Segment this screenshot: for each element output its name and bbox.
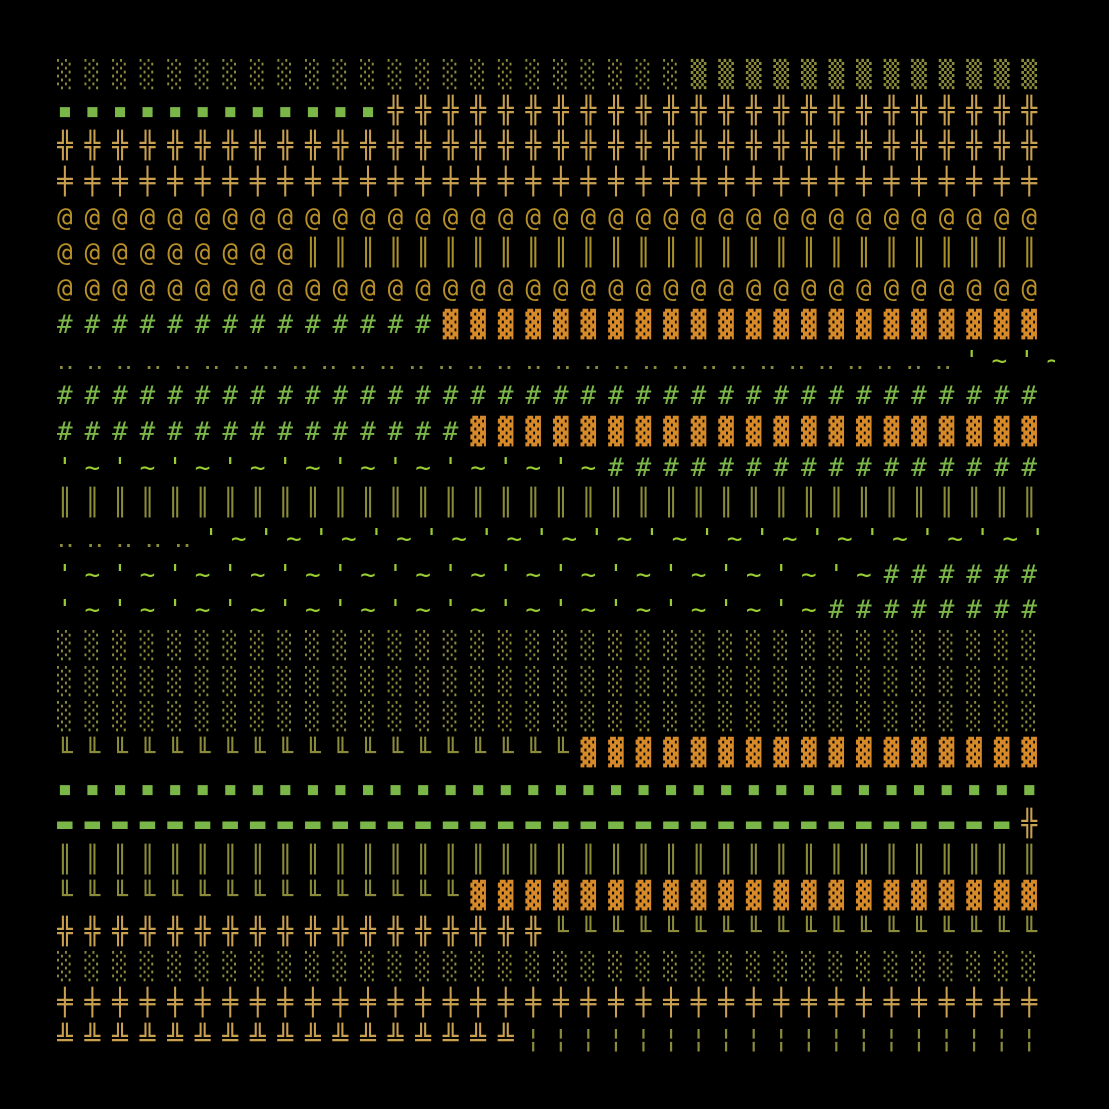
glyph-run: ▬▬▬▬▬▬▬▬▬▬▬▬▬▬▬▬▬▬▬▬▬▬▬▬▬▬▬▬▬▬▬▬▬▬▬: [57, 809, 1022, 840]
glyph-run: ║║║║║║║║║║║║║║║║║║║║║║║║║║║║║║║║║║║║: [57, 488, 1049, 519]
glyph-run: ‥‥‥‥‥: [57, 523, 204, 554]
glyph-row: ‥‥‥‥‥'~'~'~'~'~'~'~'~'~'~'~'~'~'~'~': [57, 522, 1055, 558]
glyph-row: '~'~'~'~'~'~'~'~'~'~'~'~'~'~'~######: [57, 558, 1055, 594]
glyph-run: ╩╩╩╩╩╩╩╩╩╩╩╩╩╩╩╩╩: [57, 1023, 526, 1054]
glyph-row: ▬▬▬▬▬▬▬▬▬▬▬▬▬▬▬▬▬▬▬▬▬▬▬▬▬▬▬▬▬▬▬▬▬▬▬╬: [57, 807, 1055, 843]
glyph-run: ╪╪╪╪╪╪╪╪╪╪╪╪╪╪╪╪╪╪╪╪╪╪╪╪╪╪╪╪╪╪╪╪╪╪╪╪: [57, 167, 1049, 198]
glyph-row: ╩╩╩╩╩╩╩╩╩╩╩╩╩╩╩╩╩¦¦¦¦¦¦¦¦¦¦¦¦¦¦¦¦¦¦¦: [57, 1022, 1055, 1058]
glyph-run: ░░░░░░░░░░░░░░░░░░░░░░░░░░░░░░░░░░░░: [57, 631, 1049, 661]
glyph-run: ‥‥‥‥‥‥‥‥‥‥‥‥‥‥‥‥‥‥‥‥‥‥‥‥‥‥‥‥‥‥‥: [57, 345, 964, 376]
glyph-row: ▪▪▪▪▪▪▪▪▪▪▪▪╬╬╬╬╬╬╬╬╬╬╬╬╬╬╬╬╬╬╬╬╬╬╬╬: [57, 94, 1055, 130]
glyph-run: ##############: [57, 309, 443, 340]
glyph-run: ######: [883, 559, 1049, 590]
glyph-run: ▒▒▒▒▒▒▒▒▒▒▒▒▒: [690, 60, 1049, 90]
glyph-row: '~'~'~'~'~'~'~'~'~'~'~'~'~'~########: [57, 593, 1055, 629]
glyph-run: ▓▓▓▓▓▓▓▓▓▓▓▓▓▓▓▓▓▓▓▓▓▓: [442, 309, 1049, 340]
glyph-row: ╬╬╬╬╬╬╬╬╬╬╬╬╬╬╬╬╬╬╬╬╬╬╬╬╬╬╬╬╬╬╬╬╬╬╬╬: [57, 129, 1055, 165]
glyph-run: ╪╪╪╪╪╪╪╪╪╪╪╪╪╪╪╪╪╪╪╪╪╪╪╪╪╪╪╪╪╪╪╪╪╪╪╪: [57, 987, 1049, 1018]
glyph-run: ╙╙╙╙╙╙╙╙╙╙╙╙╙╙╙: [57, 880, 471, 911]
glyph-run: '~'~'~'~'~'~'~'~'~'~: [57, 452, 609, 483]
glyph-row: ║║║║║║║║║║║║║║║║║║║║║║║║║║║║║║║║║║║║: [57, 843, 1055, 879]
glyph-run: '~'~'~'~'~'~'~'~'~'~'~'~'~'~'~': [203, 523, 1055, 554]
glyph-run: ╬╬╬╬╬╬╬╬╬╬╬╬╬╬╬╬╬╬: [57, 916, 553, 947]
glyph-row: ###############▓▓▓▓▓▓▓▓▓▓▓▓▓▓▓▓▓▓▓▓▓: [57, 415, 1055, 451]
glyph-run: ╬╬╬╬╬╬╬╬╬╬╬╬╬╬╬╬╬╬╬╬╬╬╬╬: [387, 95, 1049, 126]
glyph-row: ░░░░░░░░░░░░░░░░░░░░░░░░░░░░░░░░░░░░: [57, 700, 1055, 736]
glyph-run: ░░░░░░░░░░░░░░░░░░░░░░░░░░░░░░░░░░░░: [57, 702, 1049, 733]
glyph-run: @@@@@@@@@@@@@@@@@@@@@@@@@@@@@@@@@@@@: [57, 274, 1049, 305]
glyph-row: '~'~'~'~'~'~'~'~'~'~################: [57, 451, 1055, 487]
glyph-run: ░░░░░░░░░░░░░░░░░░░░░░░: [57, 60, 691, 90]
glyph-row: ╬╬╬╬╬╬╬╬╬╬╬╬╬╬╬╬╬╬╙╙╙╙╙╙╙╙╙╙╙╙╙╙╙╙╙╙: [57, 915, 1055, 951]
glyph-row: ░░░░░░░░░░░░░░░░░░░░░░░▒▒▒▒▒▒▒▒▒▒▒▒▒: [57, 58, 1055, 94]
glyph-run: ╬╬╬╬╬╬╬╬╬╬╬╬╬╬╬╬╬╬╬╬╬╬╬╬╬╬╬╬╬╬╬╬╬╬╬╬: [57, 131, 1049, 162]
glyph-row: ╪╪╪╪╪╪╪╪╪╪╪╪╪╪╪╪╪╪╪╪╪╪╪╪╪╪╪╪╪╪╪╪╪╪╪╪: [57, 986, 1055, 1022]
glyph-row: @@@@@@@@@@@@@@@@@@@@@@@@@@@@@@@@@@@@: [57, 201, 1055, 237]
glyph-row: ║║║║║║║║║║║║║║║║║║║║║║║║║║║║║║║║║║║║: [57, 486, 1055, 522]
glyph-run: '~'~': [963, 345, 1055, 376]
glyph-run: ╙╙╙╙╙╙╙╙╙╙╙╙╙╙╙╙╙╙╙: [57, 738, 581, 769]
glyph-row: ░░░░░░░░░░░░░░░░░░░░░░░░░░░░░░░░░░░░: [57, 665, 1055, 701]
glyph-run: '~'~'~'~'~'~'~'~'~'~'~'~'~'~'~: [57, 559, 884, 590]
glyph-row: ░░░░░░░░░░░░░░░░░░░░░░░░░░░░░░░░░░░░: [57, 629, 1055, 665]
glyph-run: ▪▪▪▪▪▪▪▪▪▪▪▪▪▪▪▪▪▪▪▪▪▪▪▪▪▪▪▪▪▪▪▪▪▪▪▪: [57, 773, 1049, 804]
glyph-run: ░░░░░░░░░░░░░░░░░░░░░░░░░░░░░░░░░░░░: [57, 666, 1049, 697]
glyph-run: @@@@@@@@@@@@@@@@@@@@@@@@@@@@@@@@@@@@: [57, 202, 1049, 233]
glyph-run: ▪▪▪▪▪▪▪▪▪▪▪▪: [57, 95, 388, 126]
glyph-row: ▪▪▪▪▪▪▪▪▪▪▪▪▪▪▪▪▪▪▪▪▪▪▪▪▪▪▪▪▪▪▪▪▪▪▪▪: [57, 772, 1055, 808]
glyph-run: ###############: [57, 416, 471, 447]
glyph-run: ▓▓▓▓▓▓▓▓▓▓▓▓▓▓▓▓▓: [580, 738, 1049, 769]
glyph-row: ╙╙╙╙╙╙╙╙╙╙╙╙╙╙╙╙╙╙╙▓▓▓▓▓▓▓▓▓▓▓▓▓▓▓▓▓: [57, 736, 1055, 772]
glyph-run: ╙╙╙╙╙╙╙╙╙╙╙╙╙╙╙╙╙╙: [552, 916, 1049, 947]
glyph-run: ####################################: [57, 381, 1049, 412]
glyph-row: ╪╪╪╪╪╪╪╪╪╪╪╪╪╪╪╪╪╪╪╪╪╪╪╪╪╪╪╪╪╪╪╪╪╪╪╪: [57, 165, 1055, 201]
glyph-run: ▓▓▓▓▓▓▓▓▓▓▓▓▓▓▓▓▓▓▓▓▓: [470, 416, 1049, 447]
glyph-row: ##############▓▓▓▓▓▓▓▓▓▓▓▓▓▓▓▓▓▓▓▓▓▓: [57, 308, 1055, 344]
glyph-run: ¦¦¦¦¦¦¦¦¦¦¦¦¦¦¦¦¦¦¦: [525, 1023, 1049, 1054]
glyph-grid: ░░░░░░░░░░░░░░░░░░░░░░░▒▒▒▒▒▒▒▒▒▒▒▒▒ ▪▪▪▪…: [57, 58, 1055, 1058]
glyph-run: ▓▓▓▓▓▓▓▓▓▓▓▓▓▓▓▓▓▓▓▓▓: [470, 880, 1049, 911]
glyph-row: @@@@@@@@@@@@@@@@@@@@@@@@@@@@@@@@@@@@: [57, 272, 1055, 308]
glyph-run: ╬: [1021, 809, 1049, 840]
glyph-row: ╙╙╙╙╙╙╙╙╙╙╙╙╙╙╙▓▓▓▓▓▓▓▓▓▓▓▓▓▓▓▓▓▓▓▓▓: [57, 879, 1055, 915]
glyph-row: ####################################: [57, 379, 1055, 415]
glyph-run: ########: [828, 595, 1049, 626]
glyph-row: @@@@@@@@@║║║║║║║║║║║║║║║║║║║║║║║║║║║: [57, 236, 1055, 272]
glyph-run: ║║║║║║║║║║║║║║║║║║║║║║║║║║║║║║║║║║║║: [57, 845, 1049, 876]
glyph-row: ‥‥‥‥‥‥‥‥‥‥‥‥‥‥‥‥‥‥‥‥‥‥‥‥‥‥‥‥‥‥‥'~'~': [57, 344, 1055, 380]
glyph-run: ░░░░░░░░░░░░░░░░░░░░░░░░░░░░░░░░░░░░: [57, 952, 1049, 983]
glyph-row: ░░░░░░░░░░░░░░░░░░░░░░░░░░░░░░░░░░░░: [57, 950, 1055, 986]
glyph-run: ║║║║║║║║║║║║║║║║║║║║║║║║║║║: [304, 238, 1049, 269]
glyph-run: '~'~'~'~'~'~'~'~'~'~'~'~'~'~: [57, 595, 829, 626]
glyph-run: @@@@@@@@@: [57, 238, 305, 269]
glyph-run: ################: [608, 452, 1049, 483]
